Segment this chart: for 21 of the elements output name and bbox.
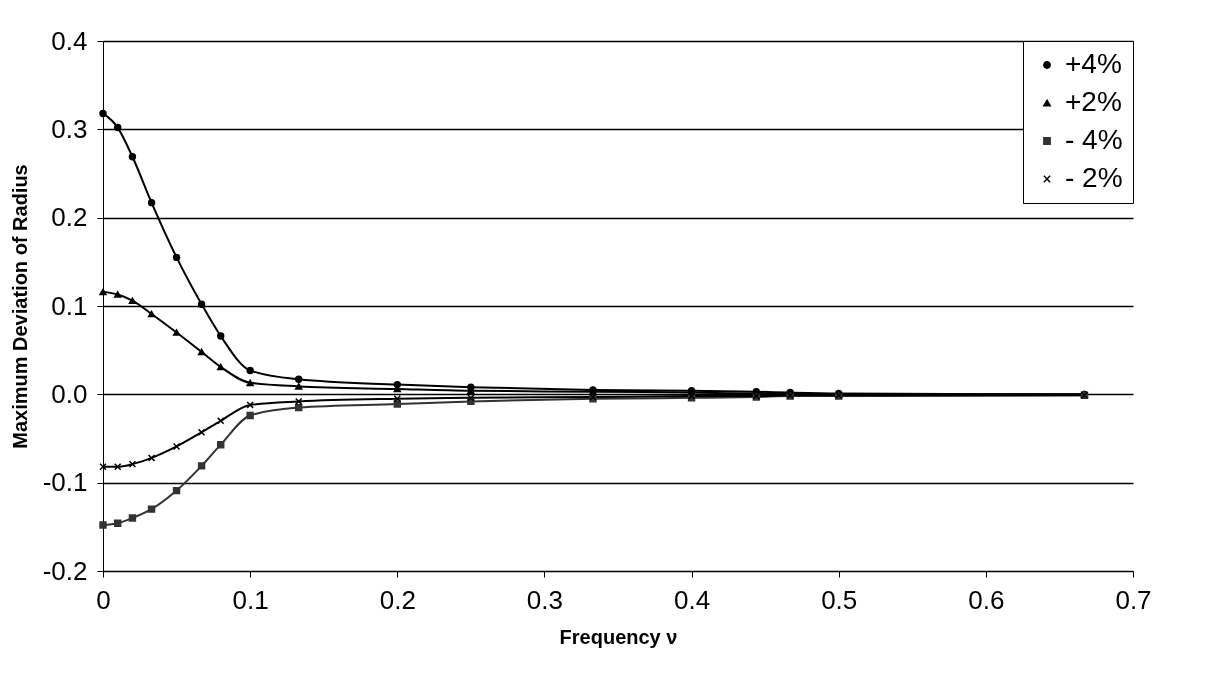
legend-label: +2% — [1065, 86, 1122, 117]
x-tick-label: 0.7 — [1115, 584, 1152, 615]
y-tick-label: -0.1 — [42, 467, 88, 498]
legend-label: +4% — [1065, 48, 1122, 79]
y-tick-label: 0.1 — [51, 290, 88, 321]
y-axis-title: Maximum Deviation of Radius — [8, 164, 31, 449]
x-tick-label: 0.4 — [673, 584, 711, 615]
x-tick-label: 0.2 — [379, 584, 416, 615]
x-tick-label: 0.6 — [968, 584, 1005, 615]
x-tick-label: 0.1 — [232, 584, 269, 615]
x-tick-label: 0 — [96, 584, 111, 615]
y-tick-label: 0.0 — [51, 378, 88, 409]
x-tick-label: 0.3 — [526, 584, 564, 615]
legend-label: - 4% — [1065, 124, 1123, 155]
y-tick-label: 0.3 — [51, 113, 88, 144]
x-axis-title: Frequency ν — [559, 625, 678, 648]
y-tick-label: 0.2 — [51, 202, 88, 233]
y-tick-label: -0.2 — [42, 555, 88, 586]
y-tick-label: 0.4 — [51, 25, 88, 56]
legend-label: - 2% — [1065, 162, 1123, 193]
x-tick-label: 0.5 — [821, 584, 858, 615]
